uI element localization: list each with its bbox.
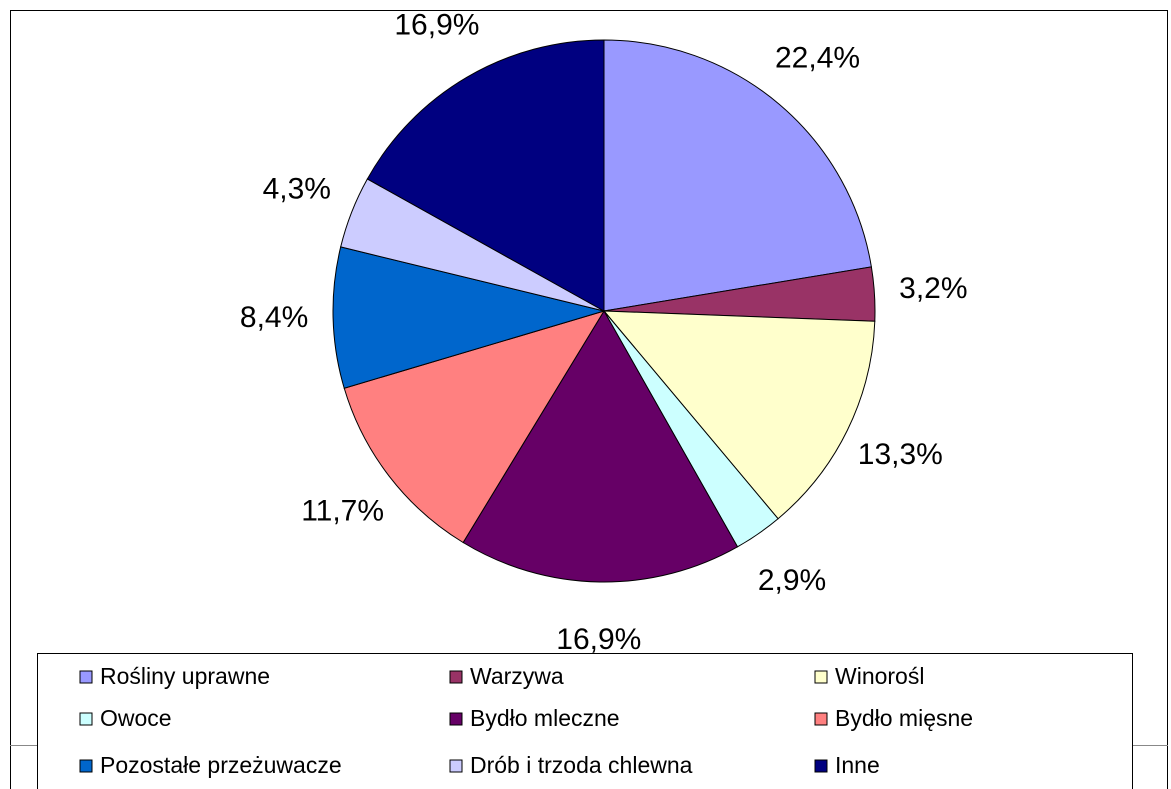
legend-swatch <box>449 759 463 773</box>
data-labels: 22,4% 3,2% 13,3% 2,9% 16,9% 11,7% 8,4% 4,3% 16,9… <box>240 8 968 656</box>
legend-label: Drób i trzoda chlewna <box>470 752 693 778</box>
pie-slice <box>343 310 606 544</box>
legend-swatch <box>814 759 828 773</box>
legend-label: Bydło mleczne <box>470 705 620 731</box>
data-label: 22,4% <box>775 41 860 74</box>
legend-label: Winorośl <box>835 663 924 689</box>
data-label: 8,4% <box>240 301 308 334</box>
legend-label: Owoce <box>100 705 172 731</box>
legend-swatch <box>79 759 93 773</box>
chart-frame <box>10 10 1168 789</box>
legend-box <box>37 653 1133 789</box>
data-label: 16,9% <box>394 8 479 41</box>
legend-label: Rośliny uprawne <box>100 663 270 689</box>
legend-swatch <box>79 670 93 684</box>
legend-swatch <box>814 670 828 684</box>
pie-slice <box>462 310 739 583</box>
legend-label: Inne <box>835 752 880 778</box>
data-label: 4,3% <box>263 172 331 205</box>
data-label: 2,9% <box>758 564 826 597</box>
legend-swatch <box>449 712 463 726</box>
pie <box>332 39 876 583</box>
legend-swatch <box>79 712 93 726</box>
pie-slice <box>603 39 872 312</box>
legend-swatch <box>449 670 463 684</box>
data-label: 13,3% <box>858 438 943 471</box>
legend-label: Bydło mięsne <box>835 705 973 731</box>
pie-slice <box>366 39 605 312</box>
legend-label: Warzywa <box>470 663 564 689</box>
legend: Rośliny uprawne Warzywa Winorośl Owoce Bydło… <box>79 663 973 778</box>
data-label: 16,9% <box>556 623 641 656</box>
legend-swatch <box>814 712 828 726</box>
pie-slice <box>602 310 876 520</box>
legend-label: Pozostałe przeżuwacze <box>100 752 342 778</box>
data-label: 11,7% <box>301 494 384 527</box>
data-label: 3,2% <box>899 272 967 305</box>
pie-slice <box>332 246 606 389</box>
